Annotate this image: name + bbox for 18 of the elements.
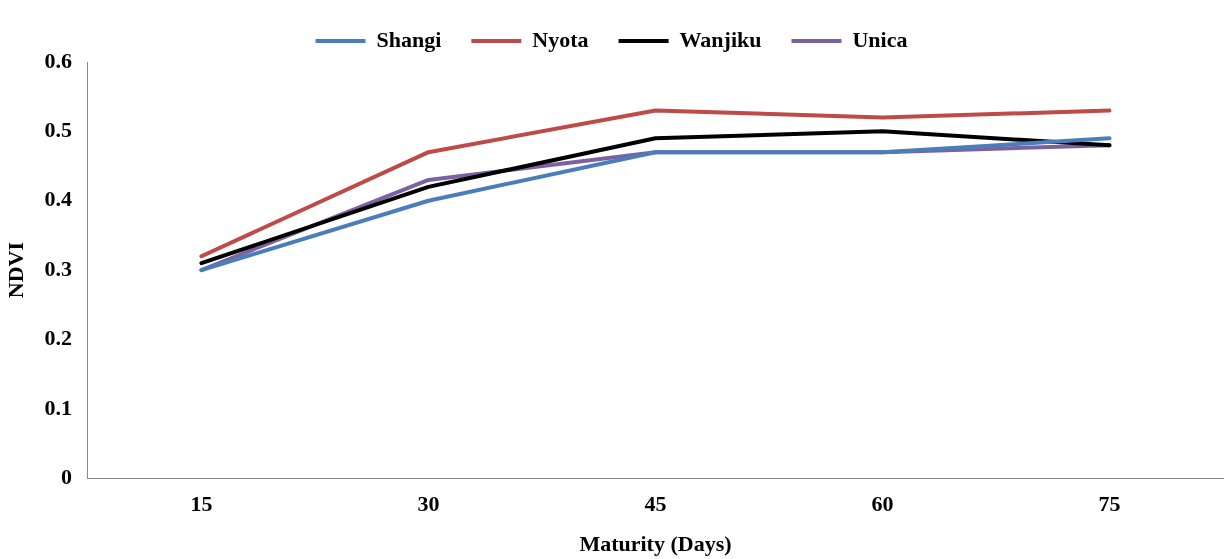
legend-label: Unica — [852, 26, 908, 52]
y-tick-label: 0 — [60, 463, 72, 489]
x-tick-label: 45 — [644, 491, 667, 517]
legend-label: Nyota — [532, 26, 589, 52]
x-tick-label: 30 — [417, 491, 440, 517]
y-tick-label: 0.2 — [44, 325, 72, 351]
y-tick-label: 0.6 — [44, 47, 72, 73]
legend-label: Wanjiku — [679, 26, 762, 52]
legend-label: Shangi — [376, 26, 442, 52]
y-tick-label: 0.4 — [44, 186, 72, 212]
x-tick-label: 75 — [1098, 491, 1121, 517]
x-tick-label: 60 — [871, 491, 894, 517]
x-axis-title: Maturity (Days) — [579, 531, 732, 557]
y-tick-label: 0.3 — [44, 255, 72, 281]
y-tick-label: 0.1 — [44, 394, 72, 420]
y-axis-title: NDVI — [2, 241, 28, 299]
y-tick-label: 0.5 — [44, 117, 72, 143]
x-tick-label: 15 — [190, 491, 213, 517]
